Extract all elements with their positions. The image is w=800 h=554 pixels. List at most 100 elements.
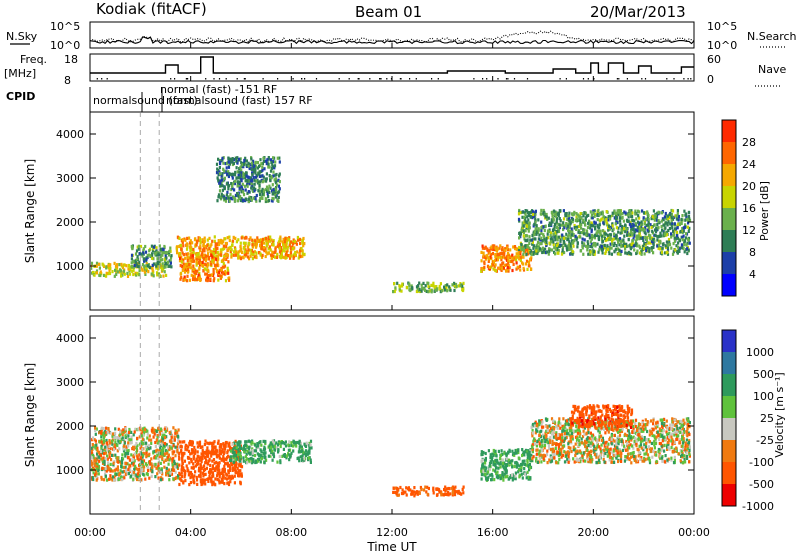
heatmap-cell [96,462,99,466]
heatmap-cell [680,243,683,247]
heatmap-cell [129,441,132,445]
heatmap-cell [202,453,205,457]
heatmap-cell [150,474,153,478]
heatmap-cell [132,260,135,264]
heatmap-cell [537,218,540,222]
heatmap-cell [448,285,451,289]
heatmap-cell [239,157,242,161]
heatmap-cell [661,211,664,215]
heatmap-cell [97,455,101,459]
heatmap-cell [176,442,180,446]
heatmap-cell [212,279,215,283]
heatmap-cell [173,438,176,442]
heatmap-cell [676,209,679,213]
heatmap-cell [218,472,222,476]
heatmap-cell [660,219,663,223]
nave-dot [437,78,439,80]
heatmap-cell [658,234,661,238]
heatmap-cell [141,254,144,258]
heatmap-cell [257,189,260,193]
heatmap-cell [504,247,507,251]
heatmap-cell [222,179,225,183]
heatmap-cell [165,451,169,455]
heatmap-cell [258,457,261,461]
heatmap-cell [267,251,270,255]
heatmap-cell [153,428,156,432]
heatmap-cell [260,189,263,193]
heatmap-cell [216,243,219,247]
heatmap-cell [212,257,215,262]
heatmap-cell [266,252,269,256]
heatmap-cell [119,471,122,476]
heatmap-cell [555,211,558,215]
heatmap-cell [252,253,255,257]
heatmap-cell [270,166,274,171]
heatmap-cell [179,444,182,448]
heatmap-cell [637,234,640,238]
heatmap-cell [142,466,145,470]
heatmap-cell [530,256,533,260]
heatmap-cell [199,244,202,248]
heatmap-cell [250,186,253,190]
heatmap-cell [594,227,597,231]
heatmap-cell [248,179,252,183]
heatmap-cell [281,454,284,458]
nave-dot [587,78,589,80]
noise-strip: N.Sky N.Search 10^5 10^0 10^5 10^0 [6,20,797,52]
heatmap-cell [520,242,523,247]
heatmap-cell [526,215,529,219]
heatmap-cell [524,248,528,252]
heatmap-cell [155,438,158,442]
heatmap-cell [263,454,266,458]
heatmap-cell [226,190,229,194]
heatmap-cell [591,251,594,256]
heatmap-cell [288,243,291,247]
heatmap-cell [159,450,162,454]
heatmap-cell [603,246,606,250]
heatmap-cell [121,436,124,440]
heatmap-cell [600,245,603,249]
heatmap-cell [182,244,185,248]
heatmap-cell [619,209,622,213]
heatmap-cell [301,238,304,242]
heatmap-cell [571,212,574,216]
heatmap-cell [180,247,183,251]
heatmap-cell [519,268,522,272]
heatmap-cell [413,486,416,490]
heatmap-cell [226,266,229,270]
heatmap-cell [293,252,296,256]
heatmap-cell [125,432,128,436]
heatmap-cell [564,212,567,216]
heatmap-cell [566,217,569,221]
beam-title: Beam 01 [355,3,422,21]
heatmap-cell [495,245,498,249]
heatmap-cell [223,247,226,251]
heatmap-cell [237,469,240,473]
heatmap-cell [586,225,590,229]
heatmap-cell [242,172,245,176]
heatmap-cell [542,211,545,215]
heatmap-cell [583,238,586,242]
heatmap-cell [624,247,627,251]
heatmap-cell [228,172,231,176]
heatmap-cell [670,246,673,250]
heatmap-cell [255,255,258,260]
heatmap-cell [165,443,168,447]
heatmap-cell [511,256,514,260]
heatmap-cell [92,471,95,475]
heatmap-cell [187,269,190,273]
heatmap-cell [156,472,159,476]
heatmap-cell [633,219,636,223]
heatmap-cell [265,250,268,254]
heatmap-cell [220,181,223,185]
heatmap-cell [265,236,268,240]
heatmap-cell [132,268,135,272]
heatmap-cell [94,464,97,468]
heatmap-cell [649,234,652,238]
heatmap-cell [174,465,177,469]
heatmap-cell [446,289,449,293]
heatmap-cell [660,234,663,238]
heatmap-cell [424,284,427,288]
heatmap-cell [282,453,285,457]
heatmap-cell [185,247,189,251]
